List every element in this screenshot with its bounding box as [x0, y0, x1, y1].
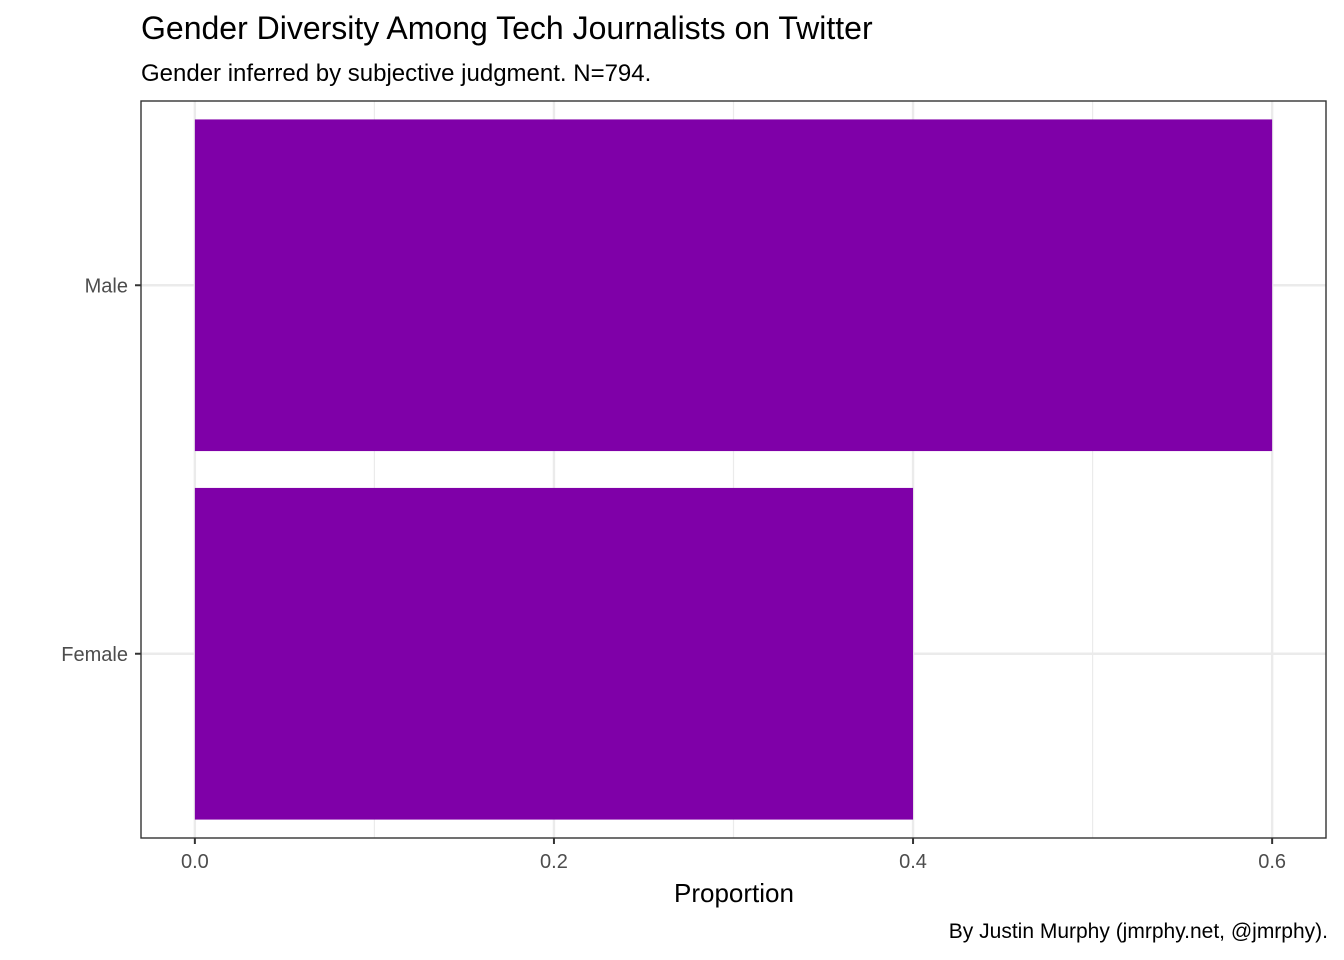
panel-border [140, 100, 1327, 839]
chart-title: Gender Diversity Among Tech Journalists … [141, 10, 873, 46]
x-axis: 0.0 0.2 0.4 0.6 [181, 838, 1286, 873]
y-axis: Male Female [61, 275, 141, 666]
chart-caption: By Justin Murphy (jmrphy.net, @jmrphy). [948, 920, 1328, 943]
chart-subtitle: Gender inferred by subjective judgment. … [141, 60, 652, 87]
x-tick-label: 0.0 [181, 851, 209, 873]
x-tick-label: 0.4 [899, 851, 927, 873]
bar-female [194, 487, 914, 820]
bar-male [194, 119, 1273, 452]
y-tick-label-female: Female [61, 644, 128, 666]
y-tick-label-male: Male [85, 275, 128, 297]
bars [194, 119, 1273, 820]
x-axis-title: Proportion [674, 878, 794, 908]
x-tick-label: 0.6 [1258, 851, 1286, 873]
x-tick-label: 0.2 [540, 851, 568, 873]
